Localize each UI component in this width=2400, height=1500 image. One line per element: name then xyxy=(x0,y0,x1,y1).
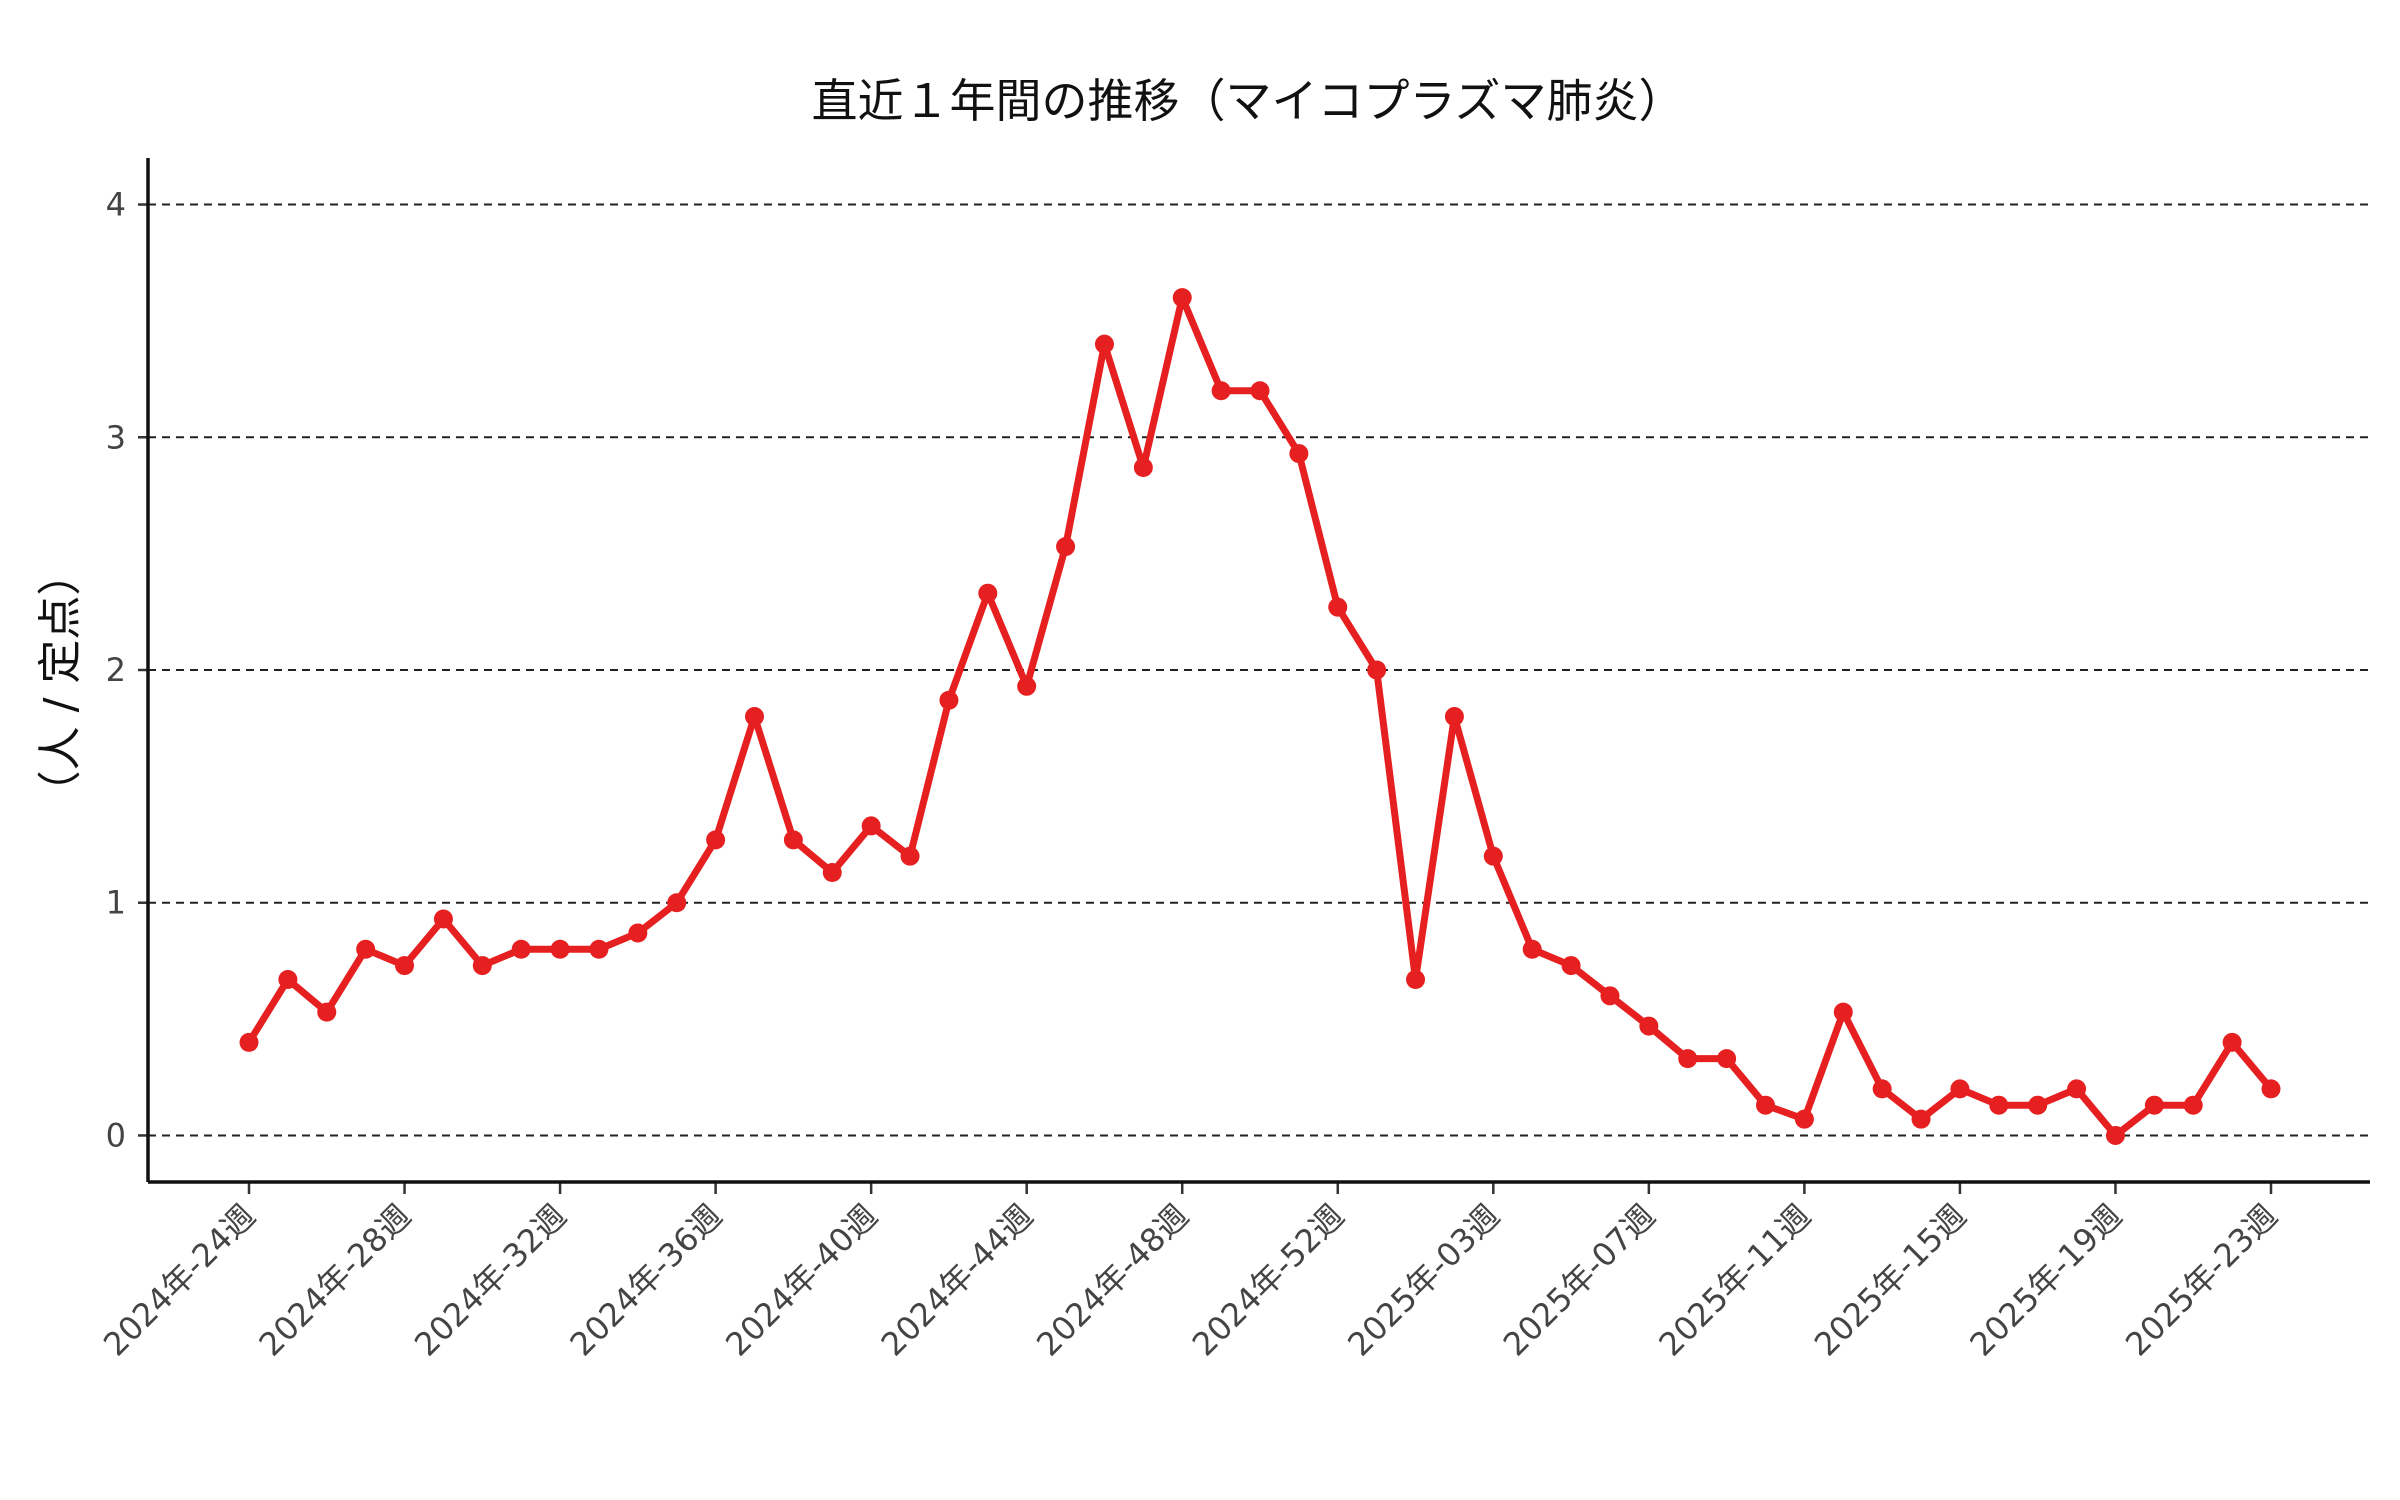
data-point xyxy=(1756,1095,1775,1115)
y-tick-label: 0 xyxy=(106,1116,126,1154)
data-point xyxy=(1211,381,1231,401)
data-point xyxy=(1172,288,1192,308)
data-point xyxy=(1522,939,1542,959)
x-tick-label: 2025年-15週 xyxy=(1807,1197,1974,1364)
data-point xyxy=(433,909,453,929)
x-tick-label: 2025年-03週 xyxy=(1340,1197,1507,1364)
data-point xyxy=(589,939,609,959)
data-point xyxy=(939,690,959,710)
x-tick-label: 2025年-07週 xyxy=(1496,1197,1663,1364)
data-point xyxy=(278,970,298,990)
data-point xyxy=(2067,1079,2087,1099)
data-point xyxy=(239,1032,259,1052)
data-point xyxy=(1600,986,1620,1006)
x-axis-ticks: 2024年-24週2024年-28週2024年-32週2024年-36週2024… xyxy=(96,1182,2285,1363)
series-line xyxy=(245,294,2275,1139)
data-point xyxy=(745,707,764,727)
data-point xyxy=(1794,1109,1814,1129)
data-point xyxy=(1833,1002,1853,1022)
data-point xyxy=(1250,381,1270,401)
y-tick-label: 2 xyxy=(106,651,126,689)
x-tick-label: 2024年-32週 xyxy=(407,1197,574,1364)
data-point xyxy=(1950,1079,1970,1099)
data-point xyxy=(2222,1032,2242,1052)
data-point xyxy=(1017,676,1037,696)
data-point xyxy=(1639,1016,1659,1036)
data-point xyxy=(1406,970,1426,990)
data-point xyxy=(1911,1109,1931,1129)
data-point xyxy=(2261,1079,2281,1099)
y-axis-ticks: 0 1 2 3 4 xyxy=(106,186,148,1154)
data-point xyxy=(978,583,998,603)
y-tick-label: 3 xyxy=(106,418,126,456)
data-point xyxy=(472,956,492,976)
series-layer xyxy=(239,288,2281,1145)
data-point xyxy=(1872,1079,1892,1099)
data-point xyxy=(1989,1095,2009,1115)
data-point xyxy=(628,923,648,943)
data-point xyxy=(356,939,376,959)
x-tick-label: 2025年-19週 xyxy=(1962,1197,2129,1364)
x-tick-label: 2024年-24週 xyxy=(96,1197,263,1364)
data-point xyxy=(1133,458,1153,478)
data-point xyxy=(861,816,881,836)
data-point xyxy=(1289,444,1309,464)
x-tick-label: 2025年-23週 xyxy=(2118,1197,2285,1364)
data-point xyxy=(706,830,726,850)
data-point xyxy=(667,893,687,913)
y-axis-label: （人 / 定点） xyxy=(35,552,86,815)
data-point xyxy=(1483,846,1503,866)
data-point xyxy=(2028,1095,2048,1115)
data-point xyxy=(783,830,803,850)
y-tick-label: 1 xyxy=(106,884,126,922)
data-point xyxy=(550,939,570,959)
x-tick-label: 2024年-48週 xyxy=(1029,1197,1196,1364)
data-point xyxy=(1444,707,1464,727)
data-point xyxy=(511,939,531,959)
data-point xyxy=(822,862,842,882)
data-point xyxy=(1717,1049,1737,1069)
data-point xyxy=(1328,597,1348,617)
data-point xyxy=(1094,334,1114,354)
gridlines xyxy=(148,203,2370,1137)
data-point xyxy=(2105,1125,2125,1145)
x-tick-label: 2024年-40週 xyxy=(718,1197,885,1364)
y-tick-label: 4 xyxy=(106,186,126,224)
data-point xyxy=(1367,660,1387,680)
data-point xyxy=(1561,956,1581,976)
x-tick-label: 2024年-52週 xyxy=(1185,1197,1352,1364)
chart-title: 直近１年間の推移（マイコプラズマ肺炎） xyxy=(811,74,1684,128)
x-tick-label: 2024年-44週 xyxy=(874,1197,1041,1364)
data-point xyxy=(1678,1049,1698,1069)
data-point xyxy=(2183,1095,2203,1115)
data-point xyxy=(317,1002,337,1022)
x-tick-label: 2024年-28週 xyxy=(252,1197,419,1364)
data-point xyxy=(395,956,415,976)
data-point xyxy=(900,846,920,866)
x-tick-label: 2024年-36週 xyxy=(563,1197,730,1364)
data-point xyxy=(2144,1095,2164,1115)
x-tick-label: 2025年-11週 xyxy=(1651,1197,1818,1364)
data-point xyxy=(1056,537,1076,557)
